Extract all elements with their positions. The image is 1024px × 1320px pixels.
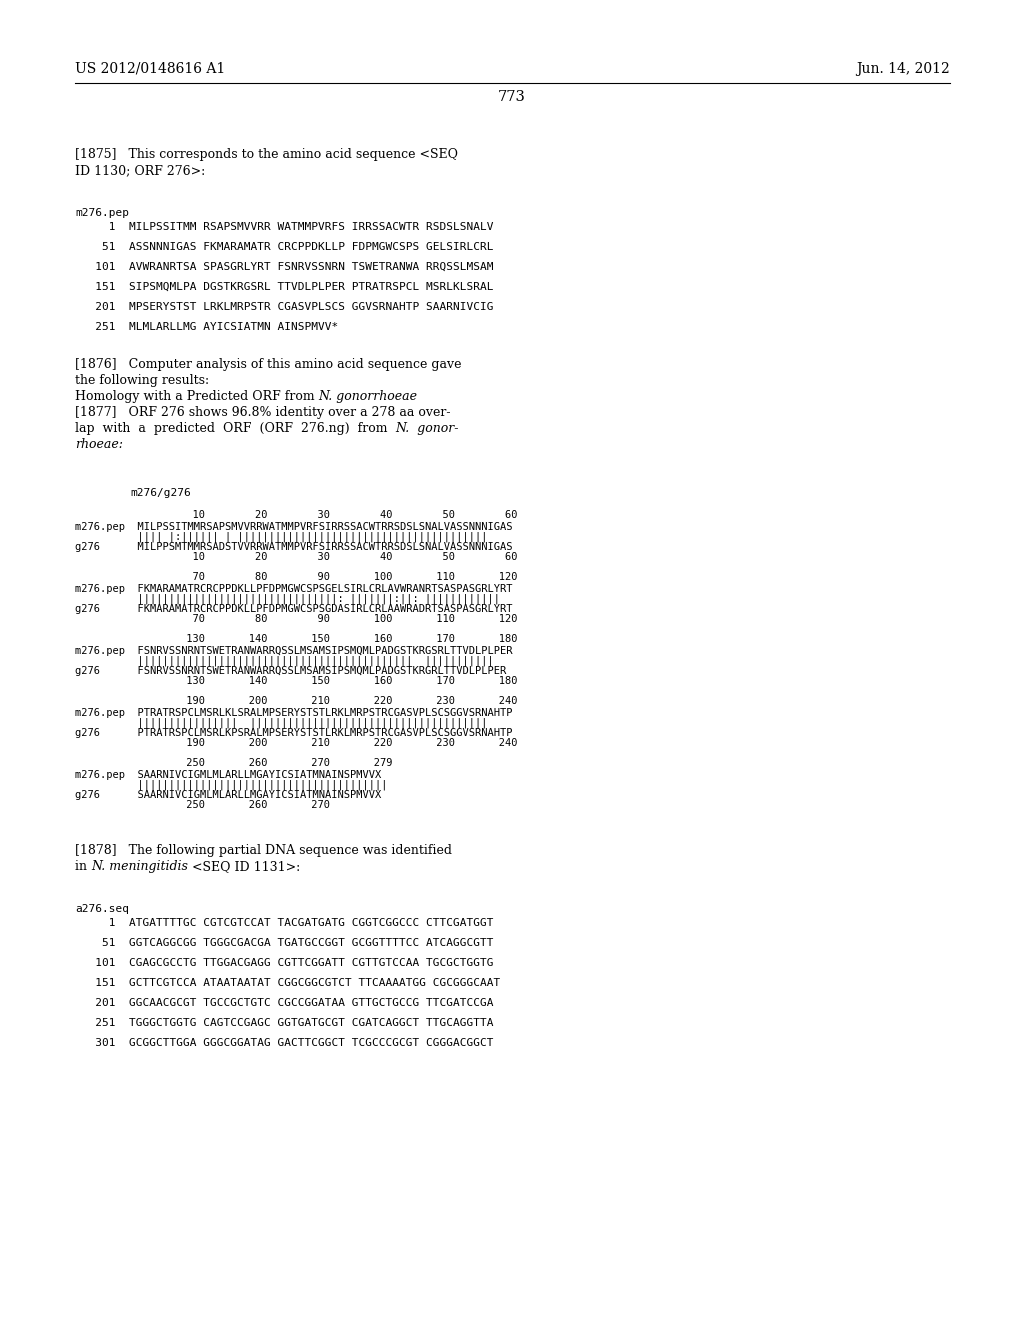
Text: ||||||||||||||||||||||||||||||||||||||||: |||||||||||||||||||||||||||||||||||||||| xyxy=(75,780,387,791)
Text: [1877]   ORF 276 shows 96.8% identity over a 278 aa over-: [1877] ORF 276 shows 96.8% identity over… xyxy=(75,407,451,418)
Text: g276      FSNRVSSNRNTSWETRANWARRQSSLMSAMSIPSMQMLPADGSTKRGRLTTVDLPLPER: g276 FSNRVSSNRNTSWETRANWARRQSSLMSAMSIPSM… xyxy=(75,667,506,676)
Text: 130       140       150       160       170       180: 130 140 150 160 170 180 xyxy=(130,634,517,644)
Text: 190       200       210       220       230       240: 190 200 210 220 230 240 xyxy=(130,738,517,748)
Text: <SEQ ID 1131>:: <SEQ ID 1131>: xyxy=(187,861,300,873)
Text: ||||||||||||||||||||||||||||||||: |||||||:||: ||||||||||||: ||||||||||||||||||||||||||||||||: ||||||… xyxy=(75,594,500,605)
Text: lap  with  a  predicted  ORF  (ORF  276.ng)  from: lap with a predicted ORF (ORF 276.ng) fr… xyxy=(75,422,395,436)
Text: 51  ASSNNNIGAS FKMARAMATR CRCPPDKLLP FDPMGWCSPS GELSIRLCRL: 51 ASSNNNIGAS FKMARAMATR CRCPPDKLLP FDPM… xyxy=(75,242,494,252)
Text: N. meningitidis: N. meningitidis xyxy=(91,861,187,873)
Text: m276.pep  MILPSSITMMRSAPSMVVRRWATMMPVRFSIRRSSACWTRRSDSLSNALVASSNNNIGAS: m276.pep MILPSSITMMRSAPSMVVRRWATMMPVRFSI… xyxy=(75,521,512,532)
Text: [1876]   Computer analysis of this amino acid sequence gave: [1876] Computer analysis of this amino a… xyxy=(75,358,462,371)
Text: [1875]   This corresponds to the amino acid sequence <SEQ: [1875] This corresponds to the amino aci… xyxy=(75,148,458,161)
Text: 70        80        90       100       110       120: 70 80 90 100 110 120 xyxy=(130,572,517,582)
Text: N. gonorrhoeae: N. gonorrhoeae xyxy=(318,389,418,403)
Text: 151  SIPSMQMLPA DGSTKRGSRL TTVDLPLPER PTRATRSPCL MSRLKLSRAL: 151 SIPSMQMLPA DGSTKRGSRL TTVDLPLPER PTR… xyxy=(75,282,494,292)
Text: g276      FKMARAMATRCRCPPDKLLPFDPMGWCSPSGDASIRLCRLAAWRADRTSASPASGRLYRT: g276 FKMARAMATRCRCPPDKLLPFDPMGWCSPSGDASI… xyxy=(75,605,512,614)
Text: 101  CGAGCGCCTG TTGGACGAGG CGTTCGGATT CGTTGTCCAA TGCGCTGGTG: 101 CGAGCGCCTG TTGGACGAGG CGTTCGGATT CGT… xyxy=(75,958,494,968)
Text: 51  GGTCAGGCGG TGGGCGACGA TGATGCCGGT GCGGTTTTCC ATCAGGCGTT: 51 GGTCAGGCGG TGGGCGACGA TGATGCCGGT GCGG… xyxy=(75,939,494,948)
Text: 250       260       270: 250 260 270 xyxy=(130,800,330,810)
Text: m276.pep  FKMARAMATRCRCPPDKLLPFDPMGWCSPSGELSIRLCRLAVWRANRTSASPASGRLYRT: m276.pep FKMARAMATRCRCPPDKLLPFDPMGWCSPSG… xyxy=(75,583,512,594)
Text: m276.pep  PTRATRSPCLMSRLKLSRALMPSERYSTSTLRKLMRPSTRCGASVPLSCSGGVSRNAHTP: m276.pep PTRATRSPCLMSRLKLSRALMPSERYSTSTL… xyxy=(75,708,512,718)
Text: in: in xyxy=(75,861,91,873)
Text: the following results:: the following results: xyxy=(75,374,209,387)
Text: N.  gonor-: N. gonor- xyxy=(395,422,459,436)
Text: rhoeae:: rhoeae: xyxy=(75,438,123,451)
Text: a276.seq: a276.seq xyxy=(75,904,129,913)
Text: ID 1130; ORF 276>:: ID 1130; ORF 276>: xyxy=(75,164,205,177)
Text: g276      PTRATRSPCLMSRLKPSRALMPSERYSTSTLRKLMRPSTRCGASVPLSCSGGVSRNAHTP: g276 PTRATRSPCLMSRLKPSRALMPSERYSTSTLRKLM… xyxy=(75,729,512,738)
Text: 251  TGGGCTGGTG CAGTCCGAGC GGTGATGCGT CGATCAGGCT TTGCAGGTTA: 251 TGGGCTGGTG CAGTCCGAGC GGTGATGCGT CGA… xyxy=(75,1018,494,1028)
Text: 151  GCTTCGTCCA ATAATAATAT CGGCGGCGTCT TTCAAAATGG CGCGGGCAAT: 151 GCTTCGTCCA ATAATAATAT CGGCGGCGTCT TT… xyxy=(75,978,501,987)
Text: g276      MILPPSMTMMRSADSTVVRRWATMMPVRFSIRRSSACWTRRSDSLSNALVASSNNNIGAS: g276 MILPPSMTMMRSADSTVVRRWATMMPVRFSIRRSS… xyxy=(75,543,512,552)
Text: 301  GCGGCTTGGA GGGCGGATAG GACTTCGGCT TCGCCCGCGT CGGGACGGCT: 301 GCGGCTTGGA GGGCGGATAG GACTTCGGCT TCG… xyxy=(75,1038,494,1048)
Text: 773: 773 xyxy=(498,90,526,104)
Text: 10        20        30        40        50        60: 10 20 30 40 50 60 xyxy=(130,510,517,520)
Text: 101  AVWRANRTSA SPASGRLYRT FSNRVSSNRN TSWETRANWA RRQSSLMSAM: 101 AVWRANRTSA SPASGRLYRT FSNRVSSNRN TSW… xyxy=(75,261,494,272)
Text: 1  MILPSSITMM RSAPSMVVRR WATMMPVRFS IRRSSACWTR RSDSLSNALV: 1 MILPSSITMM RSAPSMVVRR WATMMPVRFS IRRSS… xyxy=(75,222,494,232)
Text: 10        20        30        40        50        60: 10 20 30 40 50 60 xyxy=(130,552,517,562)
Text: 251  MLMLARLLMG AYICSIATMN AINSPMVV*: 251 MLMLARLLMG AYICSIATMN AINSPMVV* xyxy=(75,322,338,333)
Text: g276      SAARNIVCIGMLMLARLLMGAYICSIATMNAINSPMVVX: g276 SAARNIVCIGMLMLARLLMGAYICSIATMNAINSP… xyxy=(75,789,381,800)
Text: 250       260       270       279: 250 260 270 279 xyxy=(130,758,392,768)
Text: US 2012/0148616 A1: US 2012/0148616 A1 xyxy=(75,62,225,77)
Text: m276.pep: m276.pep xyxy=(75,209,129,218)
Text: m276/g276: m276/g276 xyxy=(130,488,190,498)
Text: 1  ATGATTTTGC CGTCGTCCAT TACGATGATG CGGTCGGCCC CTTCGATGGT: 1 ATGATTTTGC CGTCGTCCAT TACGATGATG CGGTC… xyxy=(75,917,494,928)
Text: |||| |:|||||| | ||||||||||||||||||||||||||||||||||||||||: |||| |:|||||| | ||||||||||||||||||||||||… xyxy=(75,532,487,543)
Text: ||||||||||||||||||||||||||||||||||||||||||||  |||||||||||: ||||||||||||||||||||||||||||||||||||||||… xyxy=(75,656,494,667)
Text: 201  MPSERYSTST LRKLMRPSTR CGASVPLSCS GGVSRNAHTP SAARNIVCIG: 201 MPSERYSTST LRKLMRPSTR CGASVPLSCS GGV… xyxy=(75,302,494,312)
Text: 130       140       150       160       170       180: 130 140 150 160 170 180 xyxy=(130,676,517,686)
Text: 201  GGCAACGCGT TGCCGCTGTC CGCCGGATAA GTTGCTGCCG TTCGATCCGA: 201 GGCAACGCGT TGCCGCTGTC CGCCGGATAA GTT… xyxy=(75,998,494,1008)
Text: m276.pep  FSNRVSSNRNTSWETRANWARRQSSLMSAMSIPSMQMLPADGSTKRGSRLTTVDLPLPER: m276.pep FSNRVSSNRNTSWETRANWARRQSSLMSAMS… xyxy=(75,645,512,656)
Text: Jun. 14, 2012: Jun. 14, 2012 xyxy=(856,62,950,77)
Text: Homology with a Predicted ORF from: Homology with a Predicted ORF from xyxy=(75,389,318,403)
Text: ||||||||||||||||  ||||||||||||||||||||||||||||||||||||||: |||||||||||||||| |||||||||||||||||||||||… xyxy=(75,718,487,729)
Text: 70        80        90       100       110       120: 70 80 90 100 110 120 xyxy=(130,614,517,624)
Text: m276.pep  SAARNIVCIGMLMLARLLMGAYICSIATMNAINSPMVVX: m276.pep SAARNIVCIGMLMLARLLMGAYICSIATMNA… xyxy=(75,770,381,780)
Text: 190       200       210       220       230       240: 190 200 210 220 230 240 xyxy=(130,696,517,706)
Text: [1878]   The following partial DNA sequence was identified: [1878] The following partial DNA sequenc… xyxy=(75,843,452,857)
